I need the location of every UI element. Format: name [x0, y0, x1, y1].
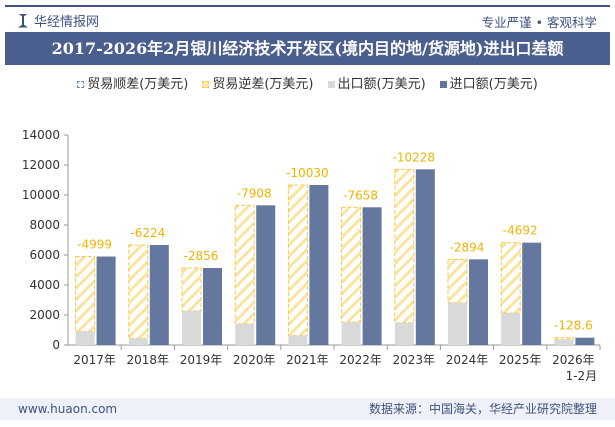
- y-tick-label: 8000: [29, 218, 60, 232]
- import-bar: [203, 268, 222, 345]
- export-bar: [288, 335, 308, 345]
- deficit-bar: [234, 204, 255, 325]
- y-tick-label: 0: [52, 338, 60, 352]
- deficit-bar: [447, 258, 468, 304]
- import-bar: [522, 242, 542, 345]
- export-bar: [235, 323, 255, 345]
- legend-import[interactable]: 进口额(万美元): [439, 73, 538, 92]
- surplus-swatch-icon: [77, 81, 85, 88]
- legend-surplus[interactable]: 贸易顺差(万美元): [77, 73, 188, 92]
- export-bar: [128, 338, 148, 345]
- bar-chart: 0 2000 4000 6000 8000 10000 12000 14000 -4999 201…: [22, 128, 601, 383]
- legend-label: 贸易逆差(万美元): [212, 77, 314, 92]
- deficit-bar: [287, 184, 308, 336]
- x-tick-label: 1-2月: [566, 369, 598, 383]
- data-source: 数据来源：中国海关，华经产业研究院整理: [368, 402, 597, 416]
- x-tick-label: 2025年: [499, 353, 542, 367]
- y-tick-label: 6000: [29, 248, 60, 262]
- deficit-bar: [128, 244, 149, 339]
- import-bar: [469, 259, 488, 345]
- data-label: -10228: [393, 150, 436, 164]
- import-bar: [575, 337, 595, 345]
- slogan: 专业严谨 • 客观科学: [481, 15, 597, 30]
- legend: 贸易顺差(万美元) 贸易逆差(万美元) 出口额(万美元) 进口额(万美元): [0, 73, 615, 92]
- x-tick-label: 2022年: [339, 353, 382, 367]
- brand[interactable]: 华经情报网: [18, 11, 99, 30]
- deficit-bar: [75, 256, 96, 333]
- deficit-swatch-icon: [202, 81, 210, 88]
- data-label: -7658: [343, 188, 378, 202]
- deficit-bar: [181, 267, 202, 312]
- export-bar: [394, 322, 414, 345]
- legend-label: 出口额(万美元): [337, 77, 426, 92]
- footer: www.huaon.com 数据来源：中国海关，华经产业研究院整理: [0, 398, 615, 420]
- export-bar: [182, 310, 201, 345]
- legend-export[interactable]: 出口额(万美元): [327, 73, 426, 92]
- y-tick-label: 10000: [22, 188, 60, 202]
- x-tick-label: 2024年: [446, 353, 489, 367]
- data-label: -128.6: [554, 319, 593, 333]
- deficit-bar: [553, 337, 574, 341]
- y-tick-label: 2000: [29, 308, 60, 322]
- y-tick-label: 12000: [22, 158, 60, 172]
- huajing-logo-icon: [18, 13, 28, 28]
- deficit-bar: [341, 206, 362, 323]
- x-tick-label: 2017年: [73, 353, 116, 367]
- import-bar: [415, 169, 435, 345]
- export-bar: [554, 339, 574, 345]
- x-tick-label: 2021年: [286, 353, 329, 367]
- export-swatch-icon: [327, 81, 335, 88]
- x-tick-label: 2026年: [552, 353, 595, 367]
- data-label: -10030: [286, 166, 329, 180]
- import-bar: [362, 207, 382, 345]
- import-bar: [96, 256, 116, 345]
- data-label: -6224: [130, 226, 165, 240]
- legend-label: 贸易顺差(万美元): [87, 77, 189, 92]
- data-label: -4692: [503, 224, 538, 238]
- import-bar: [309, 184, 329, 345]
- website-link[interactable]: www.huaon.com: [18, 402, 118, 416]
- y-tick-label: 14000: [22, 128, 60, 142]
- chart-title: 2017-2026年2月银川经济技术开发区(境内目的地/货源地)进出口差额: [5, 32, 610, 65]
- x-tick-label: 2018年: [127, 353, 170, 367]
- import-bar: [256, 205, 276, 345]
- deficit-bar: [500, 242, 521, 314]
- export-bar: [501, 313, 521, 345]
- y-tick-label: 4000: [29, 278, 60, 292]
- deficit-bar: [394, 168, 415, 324]
- legend-label: 进口额(万美元): [449, 77, 538, 92]
- import-swatch-icon: [439, 81, 447, 88]
- top-rule: [5, 5, 610, 7]
- data-label: -4999: [77, 238, 112, 252]
- x-tick-label: 2019年: [180, 353, 223, 367]
- data-label: -2856: [184, 249, 219, 263]
- import-bar: [149, 244, 169, 345]
- export-bar: [448, 302, 467, 345]
- x-tick-label: 2020年: [233, 353, 276, 367]
- data-label: -7908: [237, 186, 272, 200]
- export-bar: [341, 322, 361, 345]
- legend-deficit[interactable]: 贸易逆差(万美元): [202, 73, 314, 92]
- brand-name: 华经情报网: [34, 15, 100, 30]
- export-bar: [75, 331, 95, 345]
- data-label: -2894: [450, 240, 485, 254]
- x-tick-label: 2023年: [393, 353, 436, 367]
